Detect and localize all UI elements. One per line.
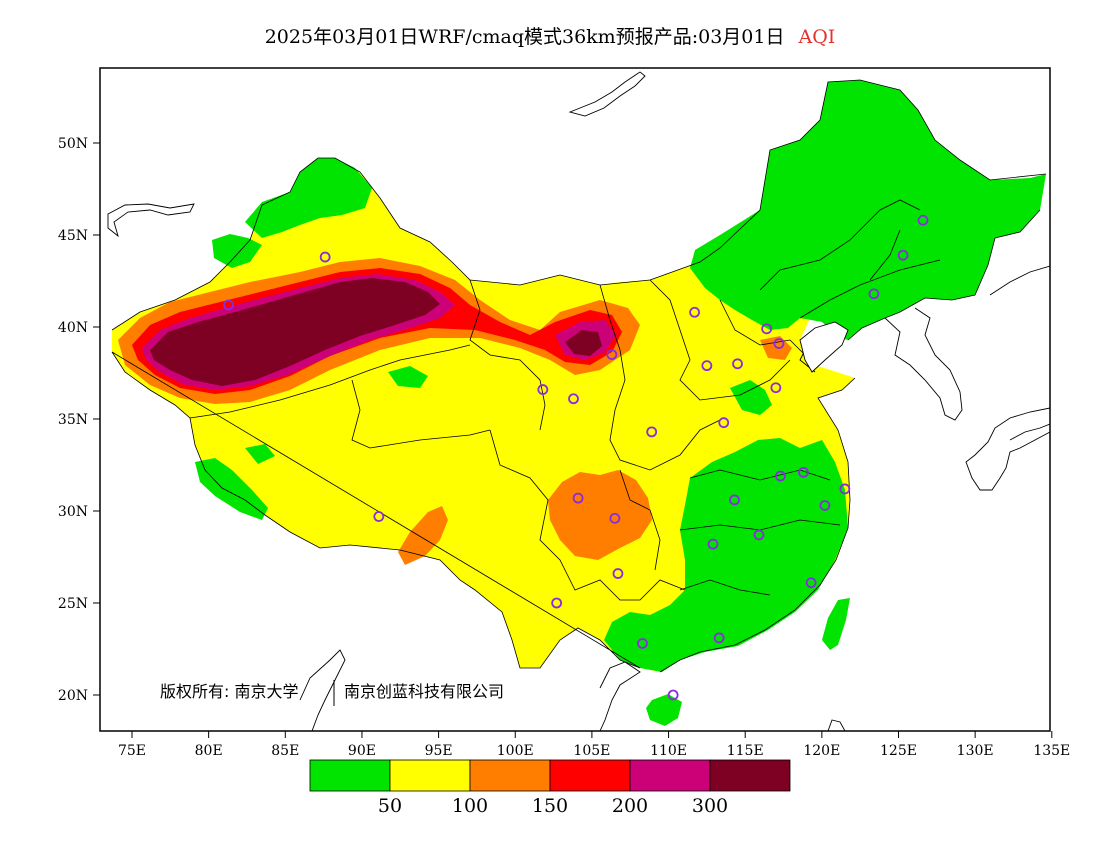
y-tick-label: 40N	[58, 320, 88, 336]
title-variable: AQI	[798, 26, 836, 48]
station-marker	[551, 597, 563, 609]
aqi-region-usg-sichuan	[548, 470, 652, 560]
station-marker	[761, 323, 773, 335]
station-marker	[917, 214, 929, 226]
station-marker	[373, 511, 385, 522]
aqi-region-good-hainan	[646, 694, 682, 726]
aqi-region-good-xinjiang	[245, 158, 372, 238]
colorbar-moderate	[389, 759, 471, 792]
station-marker	[606, 349, 618, 361]
x-tick-label: 120E	[803, 743, 840, 759]
aqi-region-good-ili	[212, 234, 262, 268]
map-content	[107, 71, 1050, 731]
colorbar-label-300: 300	[692, 795, 728, 817]
station-marker	[770, 382, 782, 394]
copyright: 版权所有: 南京大学 南京创蓝科技有限公司	[160, 680, 504, 706]
station-markers	[223, 214, 929, 701]
aqi-region-good-central-strip	[730, 380, 772, 415]
bohai-bay	[799, 321, 849, 373]
aqi-region-good-northeast	[690, 80, 1046, 340]
station-marker	[537, 384, 549, 395]
station-marker	[753, 529, 765, 541]
x-tick-label: 125E	[880, 743, 917, 759]
colorbar-usg	[469, 759, 551, 792]
colorbar-label-50: 50	[378, 795, 402, 817]
colorbar-label-150: 150	[532, 795, 568, 817]
neighbor-coastlines	[107, 71, 1050, 731]
aqi-region-good-qinghai-lake	[388, 366, 428, 388]
station-marker	[713, 632, 725, 644]
aqi-region-good-tibet-small	[245, 444, 275, 464]
colorbar-unhealthy	[549, 759, 631, 792]
station-marker	[805, 577, 817, 589]
aqi-region-usg-tibet-south	[398, 506, 448, 565]
copyright-part2: 南京创蓝科技有限公司	[344, 682, 504, 701]
station-marker	[732, 358, 743, 370]
x-tick-label: 115E	[727, 743, 764, 759]
x-tick-label: 80E	[195, 743, 223, 759]
station-marker	[701, 360, 713, 372]
station-marker	[572, 492, 584, 504]
colorbar: 50 100 150 200 300	[309, 759, 791, 817]
x-tick-label: 110E	[650, 743, 687, 759]
x-tick-label: 105E	[573, 743, 610, 759]
station-marker	[689, 306, 701, 318]
y-tick-label: 35N	[58, 412, 88, 428]
station-marker	[667, 689, 679, 701]
x-tick-label: 75E	[118, 743, 146, 759]
station-marker	[707, 538, 719, 550]
aqi-region-good-tibet-west	[195, 458, 268, 520]
x-tick-label: 85E	[271, 743, 299, 759]
colorbar-label-100: 100	[452, 795, 488, 817]
station-marker	[839, 483, 851, 495]
x-tick-label: 90E	[348, 743, 376, 759]
aqi-region-good-southeast	[604, 438, 848, 672]
border-lines	[111, 79, 1047, 673]
station-marker	[819, 500, 831, 511]
aqi-region-good-taiwan	[822, 598, 850, 650]
x-tick-label: 95E	[425, 743, 453, 759]
y-tick-label: 50N	[58, 136, 88, 152]
station-marker	[798, 466, 809, 478]
colorbar-hazardous	[709, 759, 791, 792]
x-tick-label: 135E	[1033, 743, 1070, 759]
x-tick-label: 100E	[497, 743, 534, 759]
colorbar-label-200: 200	[612, 795, 648, 817]
y-tick-label: 45N	[58, 228, 88, 244]
station-marker	[637, 638, 648, 649]
map-title: 2025年03月01日WRF/cmaq模式36km预报产品:03月01日 AQI	[0, 22, 1100, 49]
y-axis: 20N 25N 30N 35N 40N 45N 50N	[58, 136, 100, 704]
station-marker	[223, 299, 234, 311]
station-marker	[612, 568, 624, 579]
station-marker	[319, 251, 331, 263]
station-marker	[868, 288, 880, 300]
title-main: 2025年03月01日WRF/cmaq模式36km预报产品:03月01日	[264, 26, 785, 48]
aqi-region-hazardous-ningxia	[565, 330, 602, 356]
x-tick-label: 130E	[957, 743, 994, 759]
x-axis: 75E 80E 85E 90E 95E 100E 105E 110E 115E 120E 125E 1…	[118, 731, 1070, 759]
map-frame	[99, 67, 1051, 732]
station-marker	[729, 494, 740, 506]
station-marker	[718, 417, 730, 429]
y-tick-label: 20N	[58, 688, 88, 704]
y-tick-label: 30N	[58, 504, 88, 520]
station-marker	[609, 512, 621, 524]
station-marker	[775, 470, 786, 482]
station-marker	[773, 338, 785, 349]
station-marker	[897, 249, 909, 261]
aqi-region-hazardous-tarim	[150, 278, 440, 386]
copyright-part1: 版权所有: 南京大学	[160, 682, 298, 701]
colorbar-good	[309, 759, 391, 792]
station-marker	[568, 393, 579, 405]
station-marker	[646, 426, 658, 438]
y-tick-label: 25N	[58, 596, 88, 612]
colorbar-very-unhealthy	[629, 759, 711, 792]
